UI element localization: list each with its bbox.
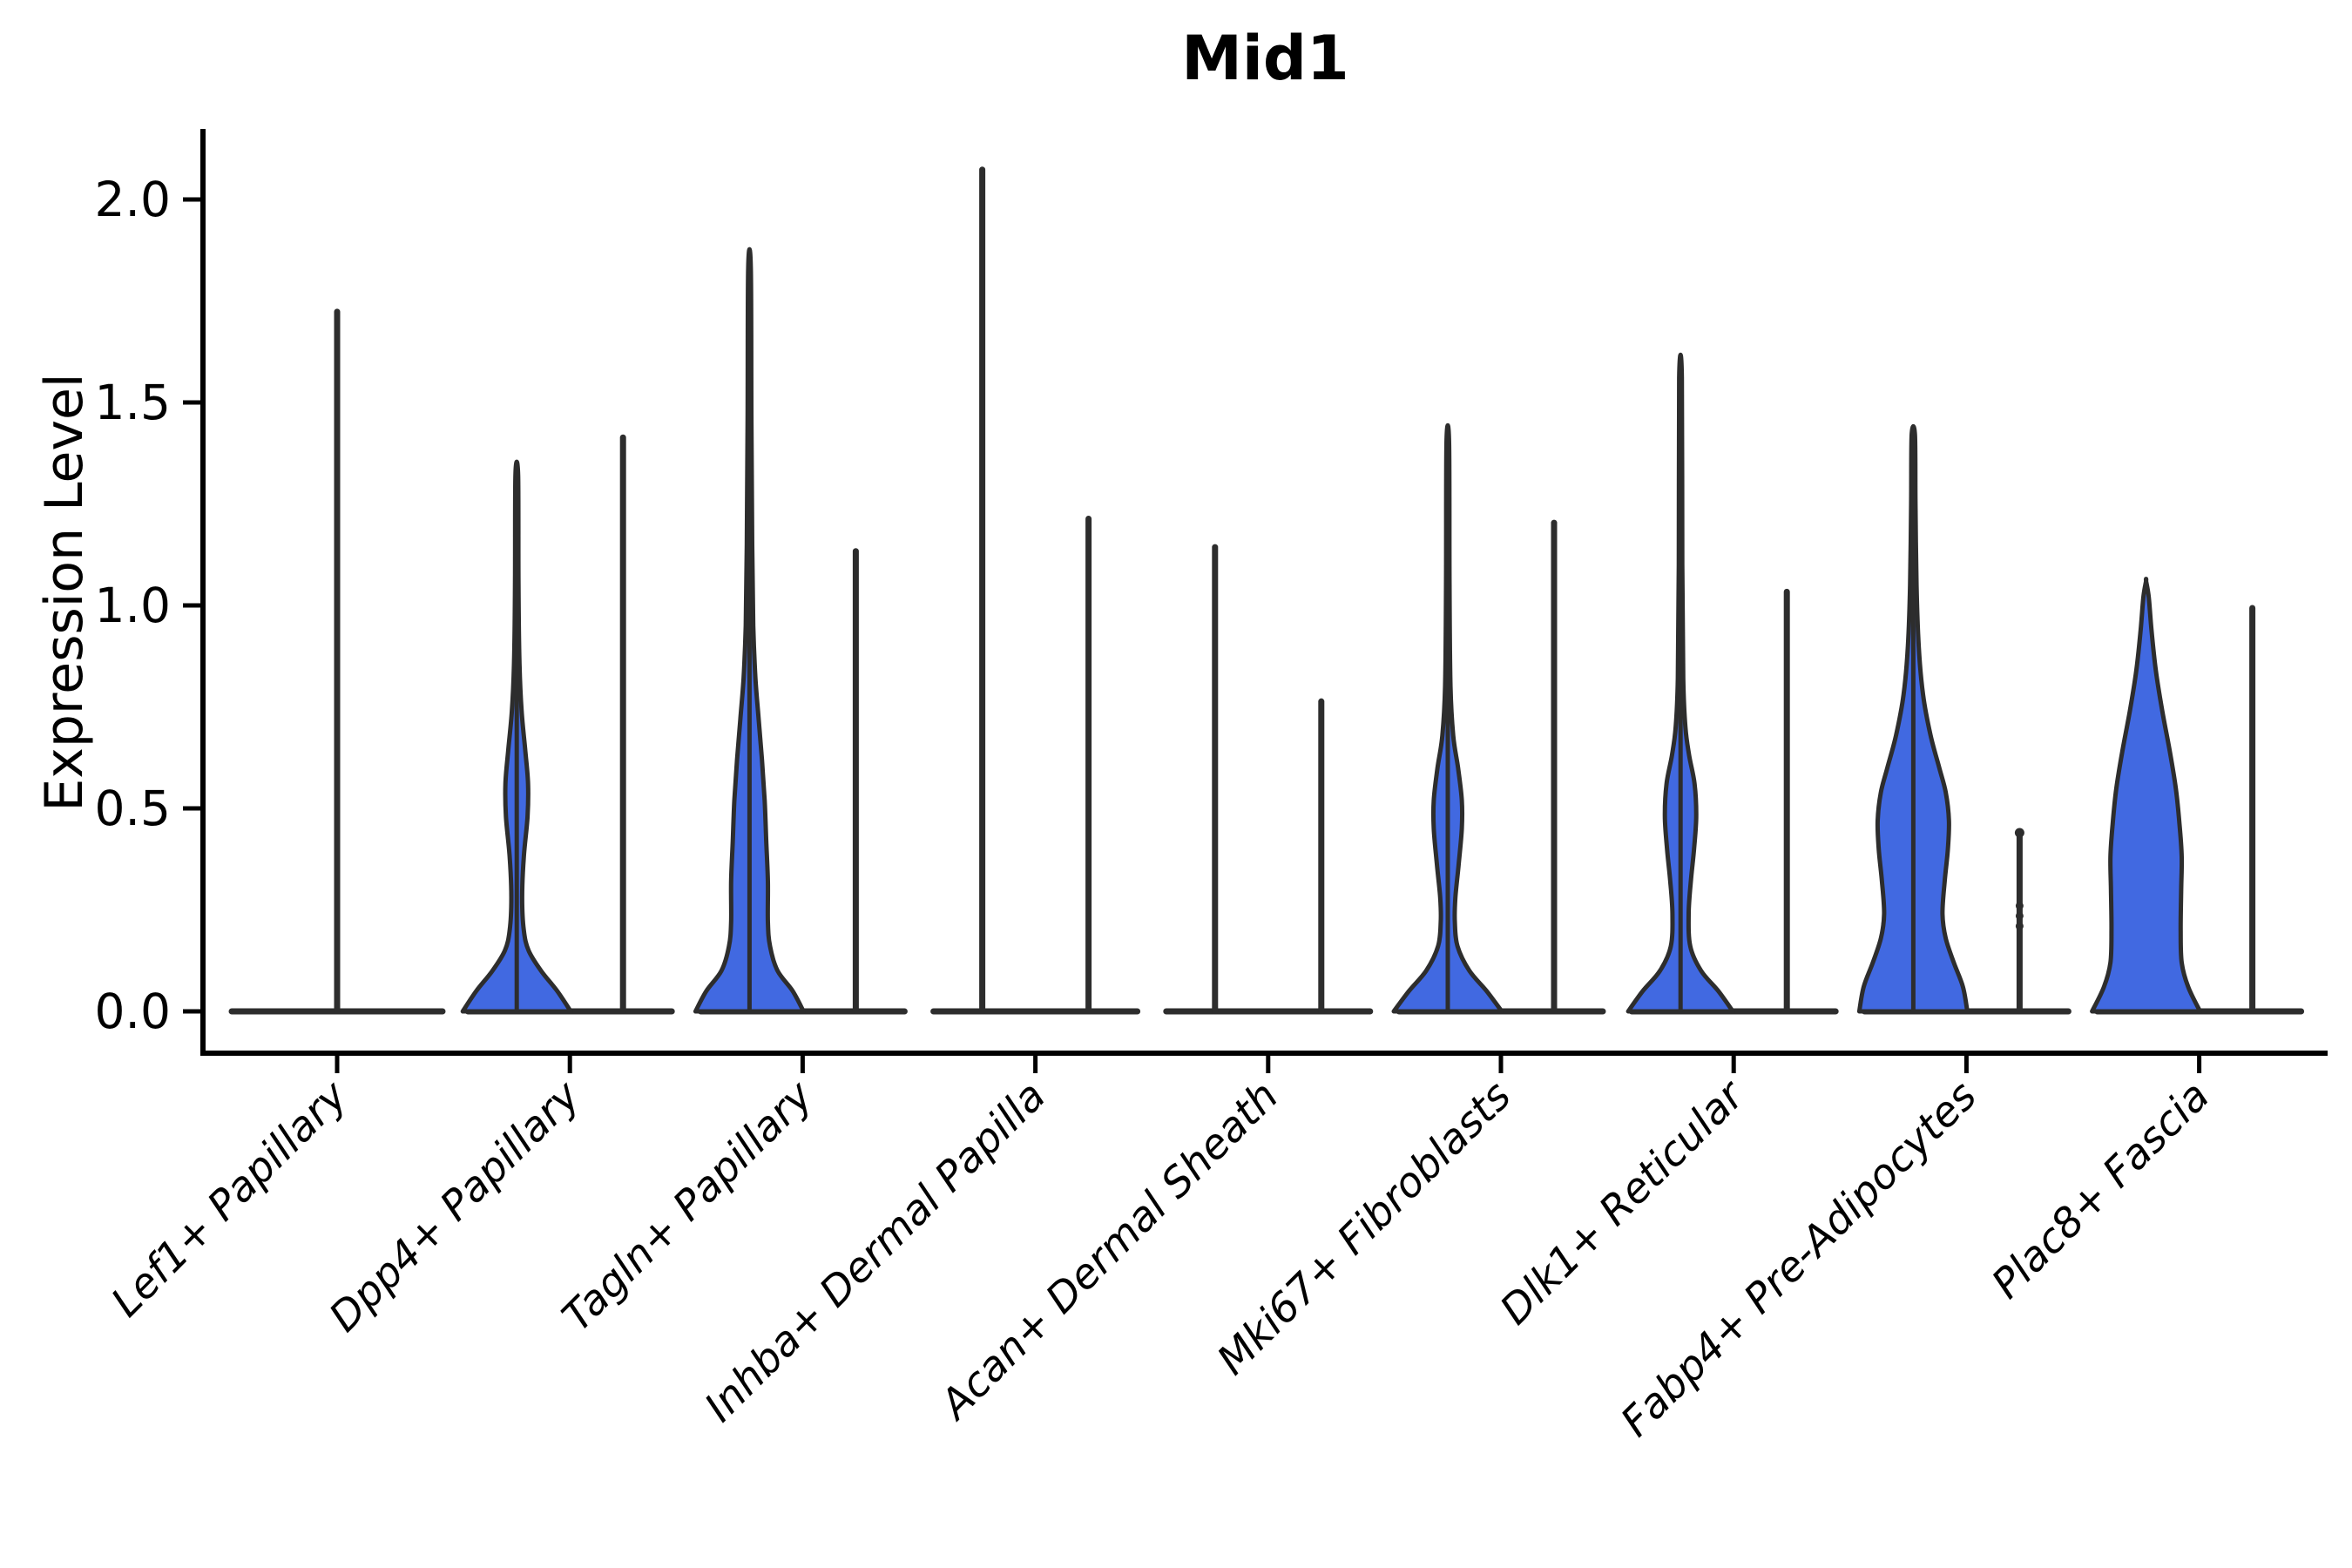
x-tick-label: Lef1+ Papillary (102, 1071, 357, 1327)
y-tick-label: 0.0 (95, 983, 171, 1039)
outlier-dot (2015, 911, 2024, 920)
y-tick-label: 0.5 (95, 781, 171, 836)
chart-title: Mid1 (1181, 23, 1349, 94)
x-tick-label: Tagln+ Papillary (553, 1071, 823, 1342)
x-tick-label: Dpp4+ Papillary (321, 1071, 591, 1342)
x-tick-label: Dlk1+ Reticular (1491, 1071, 1755, 1335)
max-dot (2014, 828, 2024, 838)
y-tick-label: 1.5 (95, 375, 171, 430)
violin-body (2090, 577, 2203, 1014)
outlier-dot (2015, 902, 2024, 910)
x-tick-label: Plac8+ Fascia (1983, 1072, 2219, 1308)
outlier-dot (2015, 922, 2024, 930)
y-tick-label: 2.0 (95, 172, 171, 227)
y-tick-label: 1.0 (95, 578, 171, 633)
